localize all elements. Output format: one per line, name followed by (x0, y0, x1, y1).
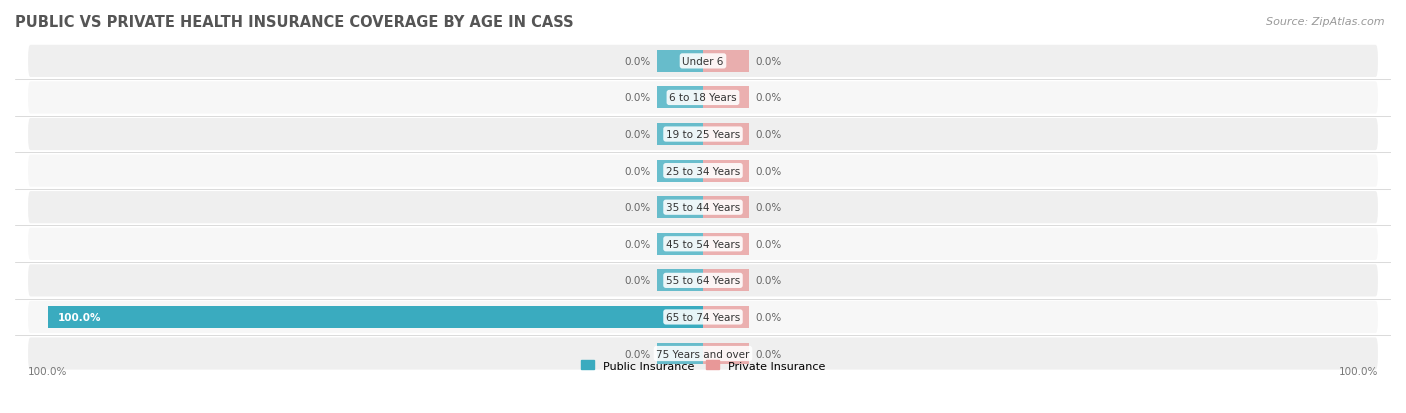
Bar (703, 197, 749, 218)
Text: PUBLIC VS PRIVATE HEALTH INSURANCE COVERAGE BY AGE IN CASS: PUBLIC VS PRIVATE HEALTH INSURANCE COVER… (15, 15, 574, 30)
Text: 100.0%: 100.0% (28, 366, 67, 376)
Bar (48, 306, 703, 328)
FancyBboxPatch shape (28, 46, 1378, 78)
Text: 0.0%: 0.0% (755, 166, 782, 176)
Bar (703, 233, 749, 255)
Bar (703, 343, 749, 365)
Text: 0.0%: 0.0% (624, 276, 651, 286)
Text: 19 to 25 Years: 19 to 25 Years (666, 130, 740, 140)
Text: 65 to 74 Years: 65 to 74 Years (666, 312, 740, 322)
Bar (703, 51, 749, 73)
FancyBboxPatch shape (28, 265, 1378, 297)
FancyBboxPatch shape (28, 228, 1378, 260)
Bar (703, 87, 749, 109)
Text: 0.0%: 0.0% (755, 203, 782, 213)
Bar (657, 51, 703, 73)
Bar (657, 233, 703, 255)
Text: 6 to 18 Years: 6 to 18 Years (669, 93, 737, 103)
Text: 0.0%: 0.0% (755, 312, 782, 322)
Text: 55 to 64 Years: 55 to 64 Years (666, 276, 740, 286)
Bar (657, 197, 703, 218)
FancyBboxPatch shape (28, 192, 1378, 224)
Text: 75 Years and over: 75 Years and over (657, 349, 749, 358)
Text: 0.0%: 0.0% (755, 57, 782, 67)
FancyBboxPatch shape (28, 119, 1378, 151)
Text: 0.0%: 0.0% (755, 349, 782, 358)
Text: 100.0%: 100.0% (58, 312, 101, 322)
Text: 0.0%: 0.0% (755, 93, 782, 103)
Text: 0.0%: 0.0% (624, 166, 651, 176)
Text: 0.0%: 0.0% (624, 203, 651, 213)
Bar (657, 124, 703, 146)
Bar (703, 124, 749, 146)
Bar (657, 87, 703, 109)
Legend: Public Insurance, Private Insurance: Public Insurance, Private Insurance (576, 356, 830, 375)
Text: 0.0%: 0.0% (624, 93, 651, 103)
Text: 35 to 44 Years: 35 to 44 Years (666, 203, 740, 213)
Text: 0.0%: 0.0% (755, 239, 782, 249)
Bar (703, 306, 749, 328)
FancyBboxPatch shape (28, 155, 1378, 187)
Text: Under 6: Under 6 (682, 57, 724, 67)
Bar (657, 343, 703, 365)
Text: 45 to 54 Years: 45 to 54 Years (666, 239, 740, 249)
Text: 0.0%: 0.0% (624, 57, 651, 67)
Text: 0.0%: 0.0% (755, 130, 782, 140)
FancyBboxPatch shape (28, 301, 1378, 333)
FancyBboxPatch shape (28, 82, 1378, 114)
Bar (657, 270, 703, 292)
Bar (657, 160, 703, 182)
Text: 0.0%: 0.0% (755, 276, 782, 286)
FancyBboxPatch shape (28, 337, 1378, 370)
Text: 0.0%: 0.0% (624, 349, 651, 358)
Text: 0.0%: 0.0% (624, 130, 651, 140)
Text: 100.0%: 100.0% (1339, 366, 1378, 376)
Bar (703, 160, 749, 182)
Text: 0.0%: 0.0% (624, 239, 651, 249)
Text: Source: ZipAtlas.com: Source: ZipAtlas.com (1267, 17, 1385, 26)
Bar (703, 270, 749, 292)
Text: 25 to 34 Years: 25 to 34 Years (666, 166, 740, 176)
